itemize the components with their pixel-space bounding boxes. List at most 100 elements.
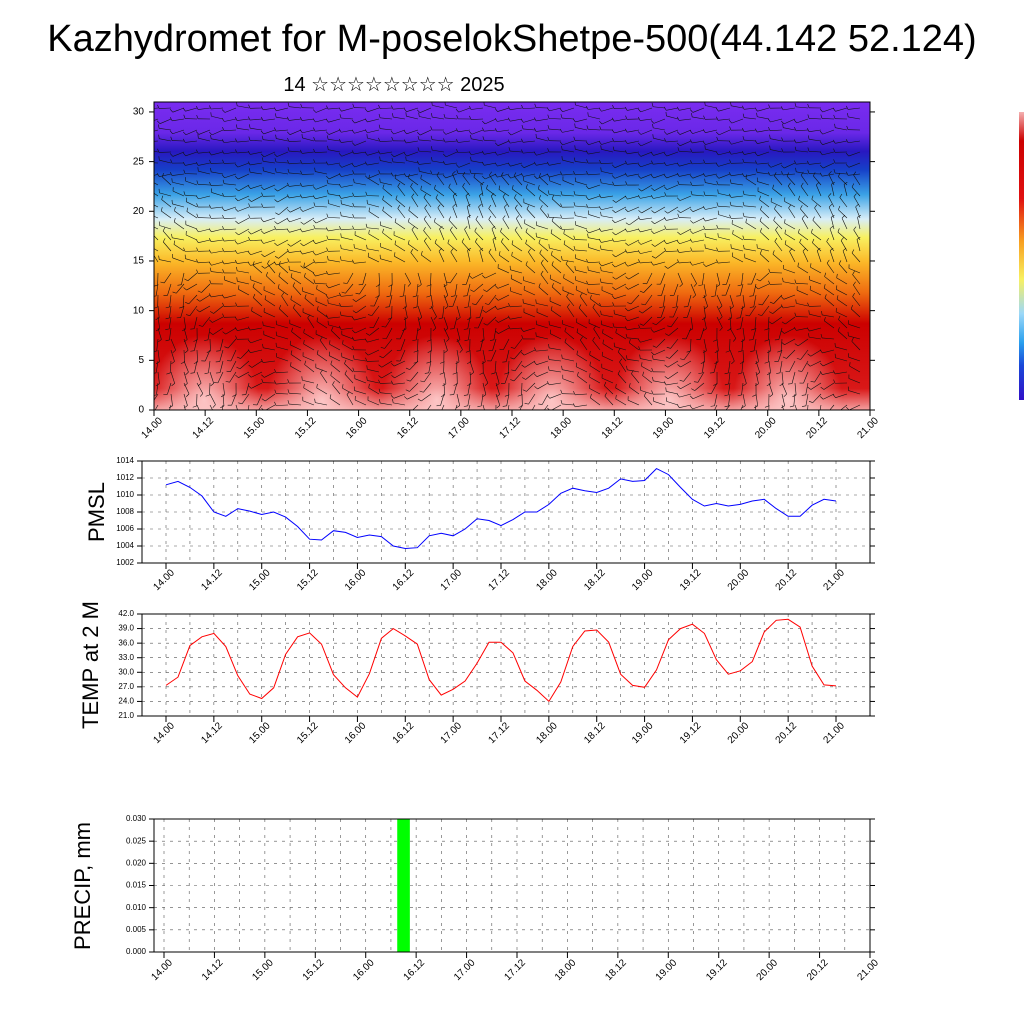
x-tick-label: 17.12	[486, 720, 512, 746]
barb-flag	[676, 404, 680, 408]
barb-staff	[379, 140, 393, 142]
barb-staff	[640, 195, 653, 199]
barb-flag	[450, 248, 454, 252]
barb-flag	[222, 225, 225, 230]
barb-flag	[287, 137, 290, 142]
x-tick-label: 15.12	[293, 415, 319, 441]
barb-flag	[650, 329, 655, 333]
barb-staff	[757, 151, 770, 157]
barb-flag	[514, 226, 518, 231]
barb-staff	[536, 324, 549, 329]
barb-staff	[716, 349, 719, 362]
barb-staff	[800, 186, 809, 197]
wind-barb	[611, 294, 627, 299]
wind-barb	[248, 360, 263, 368]
wind-barb	[449, 226, 458, 241]
barb-flag	[586, 125, 589, 130]
barb-staff	[848, 162, 861, 168]
barb-flag	[546, 161, 550, 166]
wind-barb	[462, 182, 471, 197]
barb-flag	[212, 404, 216, 408]
barb-flag	[828, 204, 833, 208]
wind-barb	[170, 136, 185, 142]
barb-flag	[511, 251, 513, 256]
wind-barb	[274, 250, 289, 259]
barb-staff	[276, 116, 289, 120]
barb-staff	[167, 283, 172, 296]
barb-staff	[809, 327, 822, 332]
barb-staff	[640, 173, 653, 179]
barb-staff	[406, 107, 419, 112]
barb-flag	[286, 131, 291, 135]
wind-barb	[535, 299, 549, 307]
wind-barb	[767, 118, 783, 123]
x-tick-label: 14.00	[151, 567, 177, 593]
wind-barb	[172, 187, 185, 197]
barb-flag	[612, 286, 616, 290]
wind-barb	[410, 248, 419, 263]
wind-barb	[468, 129, 484, 135]
barb-staff	[302, 162, 315, 165]
barb-staff	[705, 173, 718, 177]
barb-flag	[340, 233, 342, 238]
wind-barb	[483, 102, 497, 109]
barb-staff	[502, 218, 510, 230]
barb-flag	[741, 127, 745, 132]
barb-staff	[770, 118, 783, 123]
wind-barb	[806, 327, 822, 332]
wind-barb	[728, 172, 744, 177]
barb-flag	[566, 293, 569, 297]
barb-flag	[677, 259, 680, 264]
wind-barb	[638, 305, 653, 314]
y-tick-label: 0.030	[126, 814, 147, 823]
barb-flag	[169, 171, 173, 176]
barb-flag	[351, 316, 355, 321]
barb-staff	[539, 253, 549, 263]
wind-barb	[155, 305, 160, 320]
barb-flag	[179, 306, 184, 309]
barb-staff	[540, 208, 549, 219]
wind-barb	[728, 140, 744, 145]
wind-barb	[538, 239, 549, 252]
barb-staff	[224, 183, 237, 186]
barb-staff	[328, 173, 341, 180]
barb-staff	[501, 241, 510, 252]
barb-staff	[164, 272, 172, 284]
barb-flag	[500, 227, 503, 232]
barb-staff	[551, 220, 562, 230]
wind-barb	[682, 327, 692, 340]
wind-barb	[154, 204, 159, 208]
barb-staff	[411, 196, 419, 208]
wind-barb	[353, 243, 367, 252]
barb-staff	[627, 327, 640, 331]
barb-flag	[637, 131, 642, 135]
wind-barb	[494, 140, 510, 146]
barb-staff	[759, 272, 770, 282]
wind-barb	[832, 107, 848, 112]
barb-flag	[852, 271, 855, 275]
wind-barb	[468, 151, 484, 156]
barb-staff	[199, 294, 211, 302]
wind-barb	[560, 214, 575, 219]
barb-staff	[525, 243, 536, 252]
barb-staff	[617, 373, 627, 384]
wind-barb	[446, 272, 458, 284]
barb-staff	[679, 173, 692, 177]
wind-barb	[599, 245, 614, 252]
barb-flag	[819, 371, 823, 375]
barb-flag	[612, 104, 615, 109]
barb-staff	[666, 162, 679, 166]
barb-staff	[227, 338, 237, 349]
x-tick-label: 15.00	[250, 957, 276, 983]
barb-staff	[223, 305, 237, 307]
wind-barb	[262, 166, 276, 175]
barb-staff	[154, 404, 159, 410]
wind-barb	[613, 342, 627, 351]
wind-barb	[287, 160, 302, 165]
barb-staff	[523, 173, 536, 177]
barb-staff	[315, 402, 328, 406]
wind-barb	[780, 106, 796, 111]
barb-staff	[828, 196, 835, 208]
barb-flag	[794, 160, 797, 165]
wind-barb	[261, 151, 276, 158]
